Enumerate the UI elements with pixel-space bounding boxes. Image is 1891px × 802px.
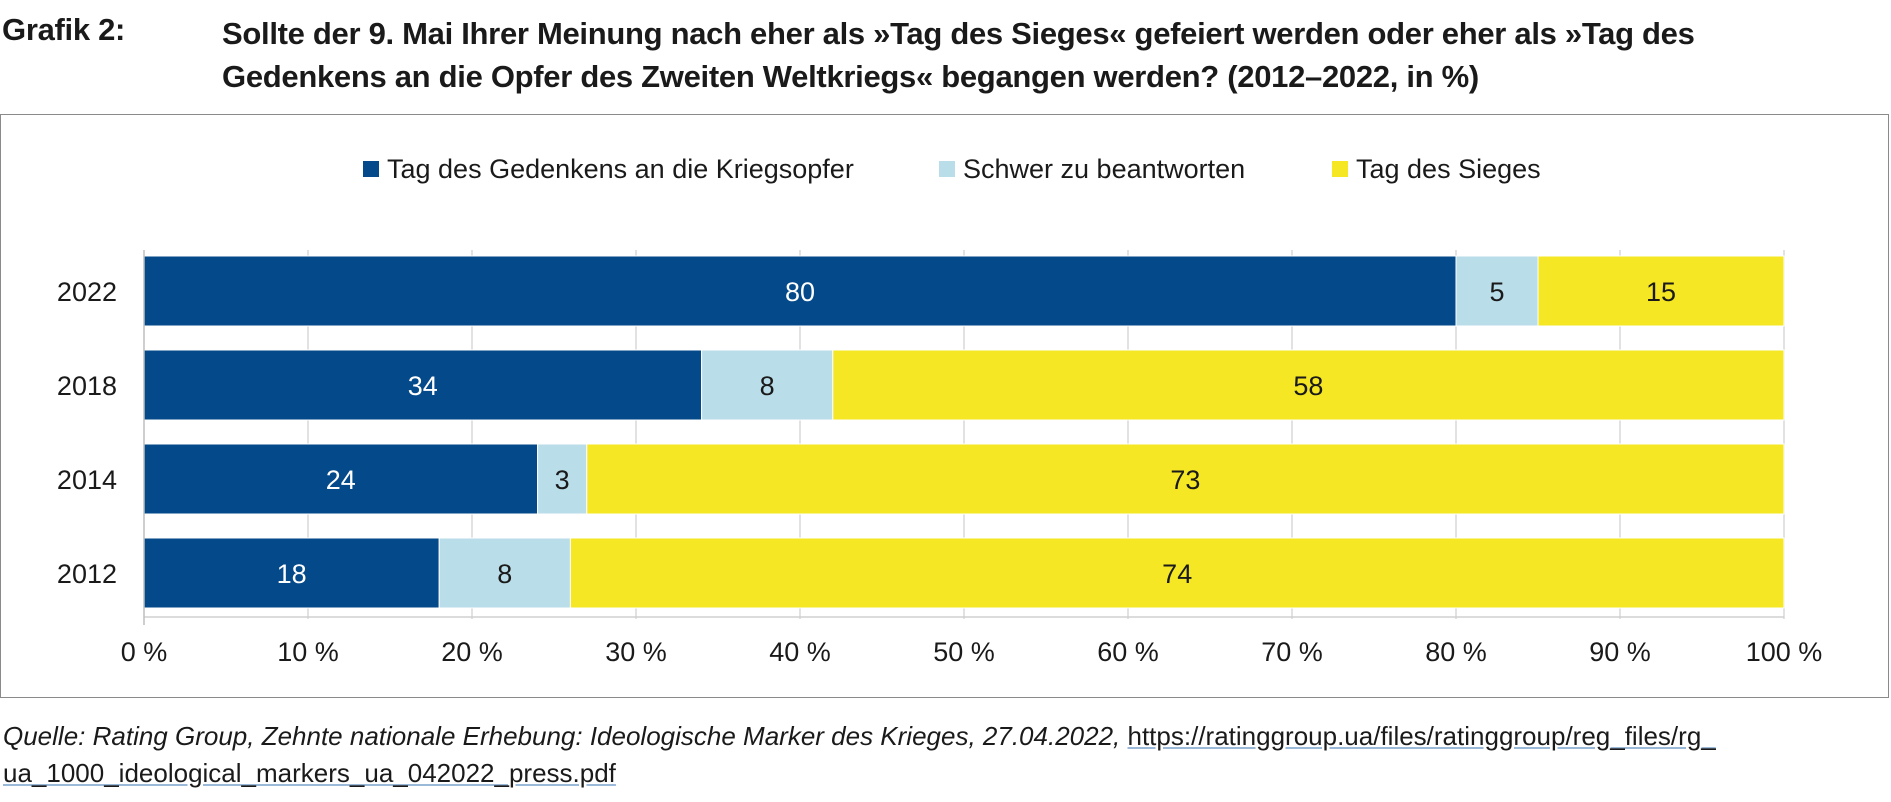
axes: 2022 2018 2014 2012 0 % 10 % 20 % 30 % 40 % 50 % 6… (57, 250, 1822, 667)
value-label-2012-tag-des-gedenkens-an-die-kriegsopfer: 18 (277, 559, 307, 589)
x-tick-label-90: 90 % (1589, 637, 1651, 667)
source-note: Quelle: Rating Group, Zehnte nationale E… (3, 718, 1891, 792)
bar-2022-tag-des-sieges (1537, 255, 1785, 327)
bar-2014-schwer-zu-beantworten (537, 443, 588, 515)
bars (143, 255, 1785, 609)
legend-label-tag-des-gedenkens-an-die-kriegsopfer: Tag des Gedenkens an die Kriegsopfer (387, 154, 854, 184)
year-label-2014: 2014 (57, 465, 117, 495)
x-tick-label-100: 100 % (1746, 637, 1823, 667)
source-link[interactable]: https://ratinggroup.ua/files/ratinggroup… (1127, 721, 1716, 751)
legend: Tag des Gedenkens an die Kriegsopfer Schw… (363, 154, 1541, 184)
legend-swatch-schwer-zu-beantworten (939, 161, 955, 177)
value-label-2012-schwer-zu-beantworten: 8 (497, 559, 512, 589)
x-tick-label-20: 20 % (441, 637, 503, 667)
year-label-2022: 2022 (57, 277, 117, 307)
value-label-2018-schwer-zu-beantworten: 8 (760, 371, 775, 401)
value-label-2022-tag-des-sieges: 15 (1646, 277, 1676, 307)
figure-label: Grafik 2: (2, 12, 126, 47)
year-label-2012: 2012 (57, 559, 117, 589)
x-tick-label-40: 40 % (769, 637, 831, 667)
value-labels: 80 5 15 34 8 58 24 3 73 18 8 74 (277, 277, 1676, 589)
value-label-2014-schwer-zu-beantworten: 3 (555, 465, 570, 495)
value-label-2018-tag-des-sieges: 58 (1293, 371, 1323, 401)
value-label-2018-tag-des-gedenkens-an-die-kriegsopfer: 34 (408, 371, 438, 401)
chart-frame: Tag des Gedenkens an die Kriegsopfer Schw… (0, 114, 1889, 698)
x-tick-label-50: 50 % (933, 637, 995, 667)
bar-2012-schwer-zu-beantworten (438, 537, 571, 609)
bar-2014-tag-des-sieges (586, 443, 1785, 515)
value-label-2022-schwer-zu-beantworten: 5 (1489, 277, 1504, 307)
value-label-2012-tag-des-sieges: 74 (1162, 559, 1192, 589)
bar-2012-tag-des-gedenkens-an-die-kriegsopfer (143, 537, 440, 609)
bar-2014-tag-des-gedenkens-an-die-kriegsopfer (143, 443, 539, 515)
year-label-2018: 2018 (57, 371, 117, 401)
legend-label-schwer-zu-beantworten: Schwer zu beantworten (963, 154, 1245, 184)
bar-2012-tag-des-sieges (569, 537, 1785, 609)
x-tick-label-70: 70 % (1261, 637, 1323, 667)
chart-header: Grafik 2: Sollte der 9. Mai Ihrer Meinun… (0, 12, 1891, 102)
x-tick-label-60: 60 % (1097, 637, 1159, 667)
legend-swatch-tag-des-sieges (1332, 161, 1348, 177)
legend-label-tag-des-sieges: Tag des Sieges (1356, 154, 1541, 184)
bar-2018-tag-des-sieges (832, 349, 1785, 421)
bar-2018-schwer-zu-beantworten (701, 349, 834, 421)
chart-title: Sollte der 9. Mai Ihrer Meinung nach ehe… (222, 12, 1891, 98)
source-citation: Quelle: Rating Group, Zehnte nationale E… (3, 721, 1128, 751)
value-label-2022-tag-des-gedenkens-an-die-kriegsopfer: 80 (785, 277, 815, 307)
x-tick-label-10: 10 % (277, 637, 339, 667)
stacked-bar-chart: Tag des Gedenkens an die Kriegsopfer Schw… (57, 154, 1822, 667)
source-link-continued[interactable]: ua_1000_ideological_markers_ua_042022_pr… (3, 758, 616, 788)
x-tick-label-80: 80 % (1425, 637, 1487, 667)
x-tick-label-0: 0 % (121, 637, 168, 667)
chart-title-line-2: Gedenkens an die Opfer des Zweiten Weltk… (222, 59, 1479, 94)
bar-2022-tag-des-gedenkens-an-die-kriegsopfer (143, 255, 1457, 327)
value-label-2014-tag-des-gedenkens-an-die-kriegsopfer: 24 (326, 465, 356, 495)
bar-2018-tag-des-gedenkens-an-die-kriegsopfer (143, 349, 703, 421)
value-label-2014-tag-des-sieges: 73 (1170, 465, 1200, 495)
chart-title-line-1: Sollte der 9. Mai Ihrer Meinung nach ehe… (222, 16, 1695, 51)
bar-2022-schwer-zu-beantworten (1455, 255, 1539, 327)
legend-swatch-tag-des-gedenkens-an-die-kriegsopfer (363, 161, 379, 177)
x-tick-label-30: 30 % (605, 637, 667, 667)
